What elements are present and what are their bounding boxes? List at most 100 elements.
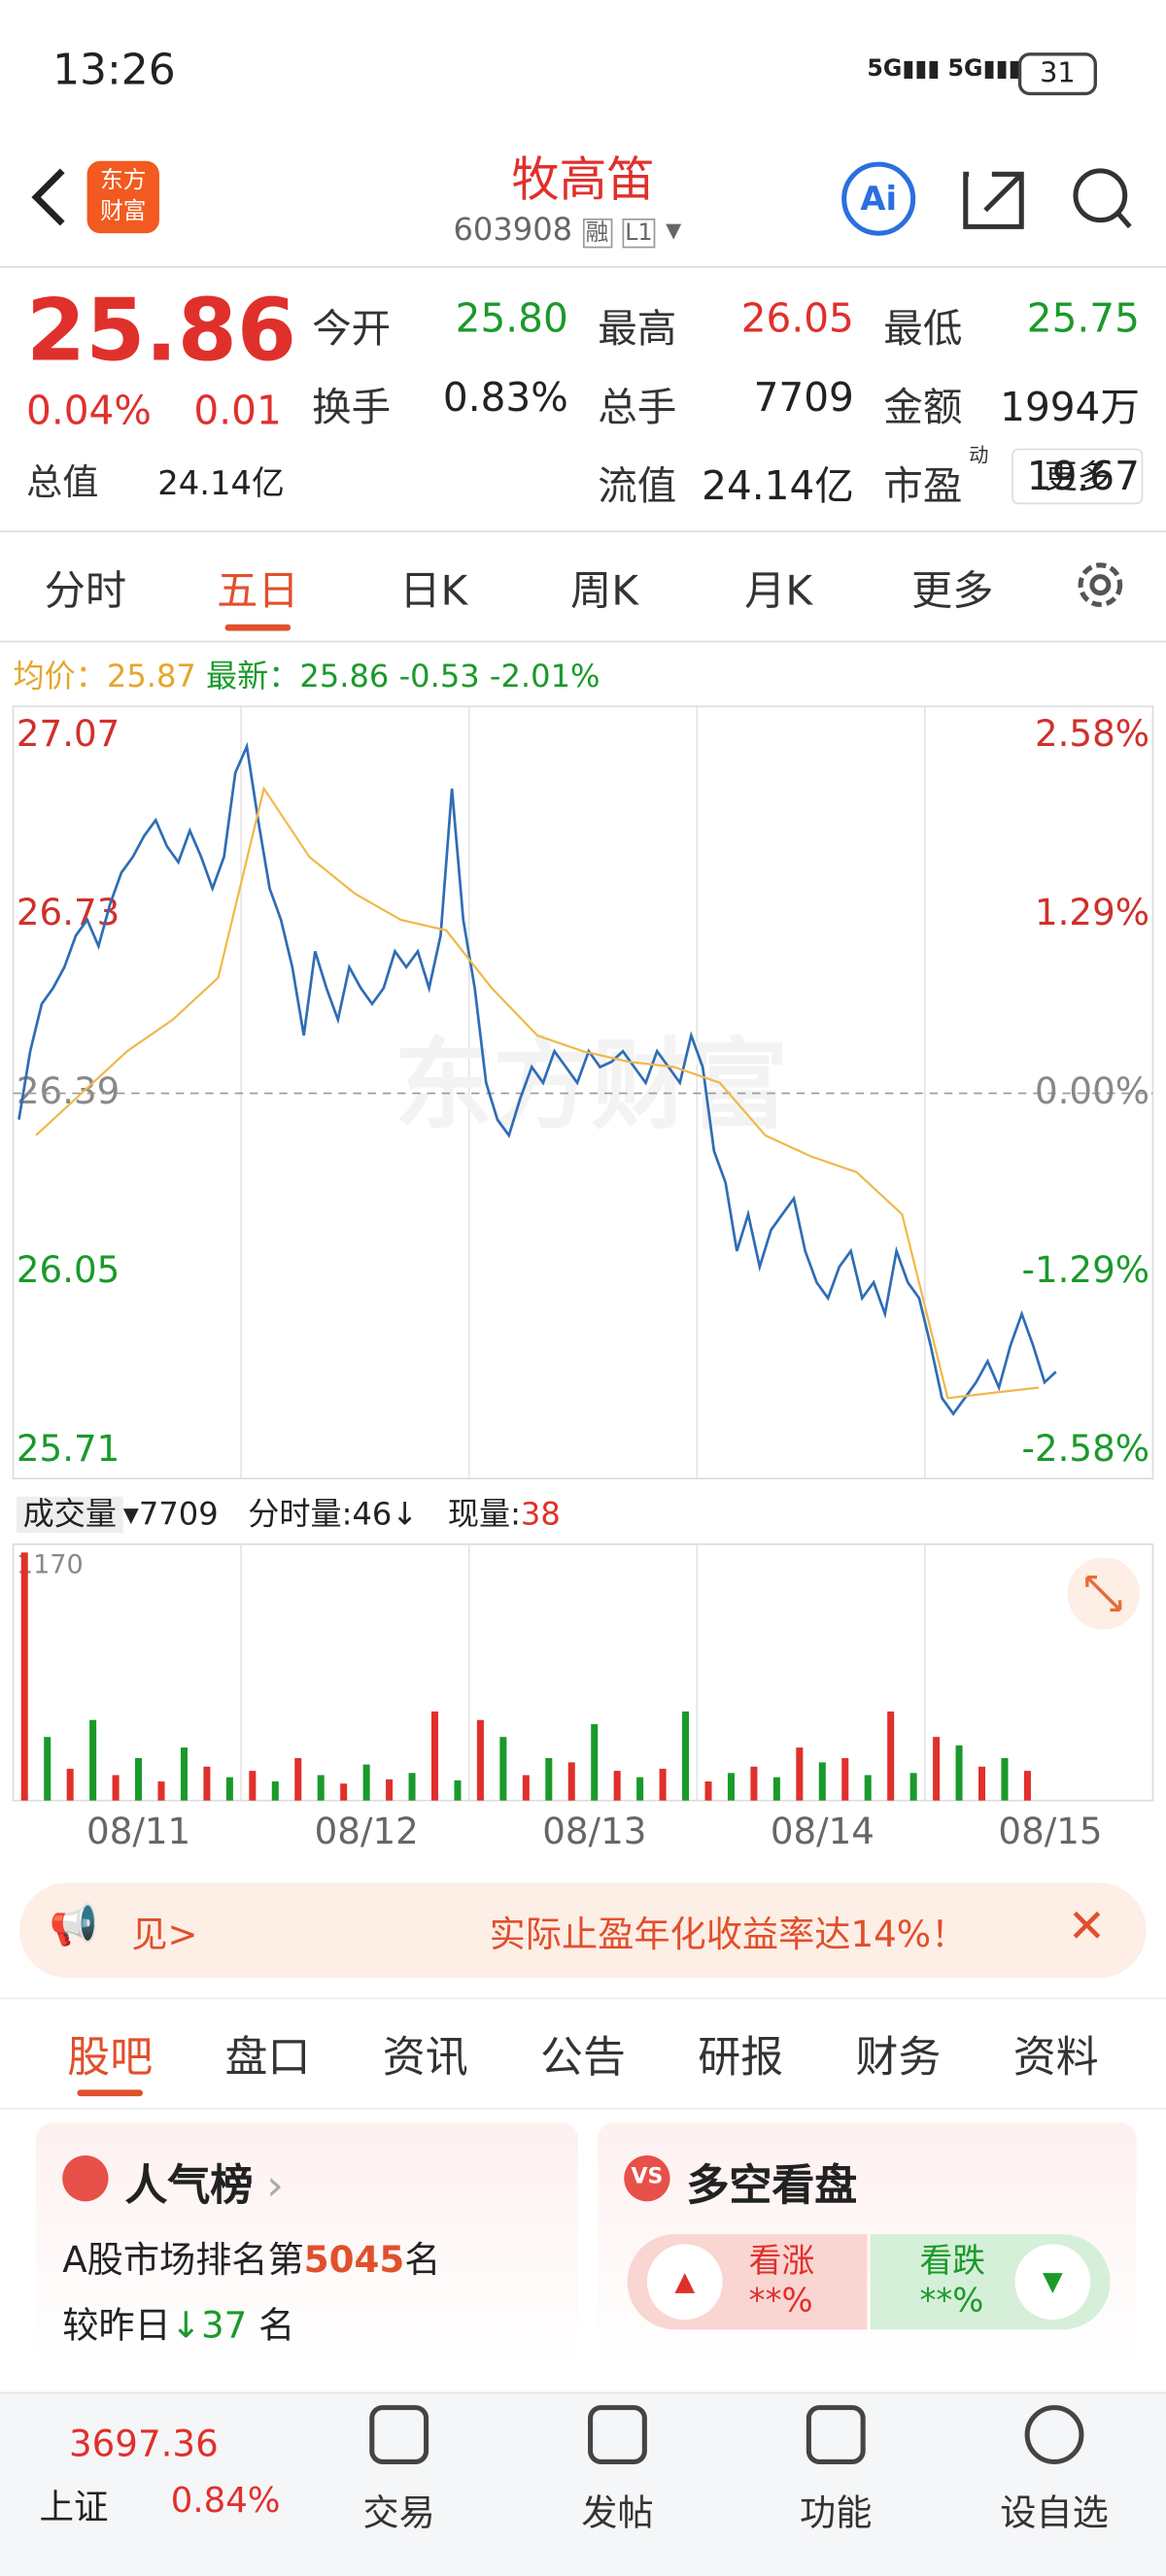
chart-tab[interactable]: 月K (744, 566, 813, 615)
nav-item[interactable]: 发帖 (581, 2493, 654, 2535)
app-logo: 东方 财富 (86, 160, 159, 234)
index-percent: 0.84% (170, 2480, 281, 2521)
field-label: 金额 (883, 384, 963, 431)
header-icons[interactable]: Ai (838, 157, 1133, 240)
field-value: 7709 (753, 374, 854, 421)
change-suffix: 名 (258, 2306, 295, 2348)
volume-bar (750, 1766, 758, 1801)
volume-header: 成交量 ▾7709 分时量:46↓ 现量:38 (16, 1490, 561, 1535)
volume-bar (249, 1771, 257, 1801)
volume-bar (1001, 1758, 1009, 1801)
down-icon: ▼ (1014, 2244, 1091, 2321)
chart-legend: 均价：25.87 最新：25.86 -0.53 -2.01% (14, 652, 600, 696)
volume-bar (317, 1775, 325, 1801)
volume-bar (591, 1724, 599, 1801)
nav-icon (806, 2405, 866, 2464)
volume-bar (271, 1781, 279, 1801)
tab-indicator (224, 624, 292, 631)
volume-bar (476, 1719, 484, 1801)
svg-text:Ai: Ai (860, 180, 897, 218)
volume-bar (499, 1737, 507, 1801)
svg-text:东方财富: 东方财富 (394, 1029, 789, 1143)
chart-tab[interactable]: 五日 (217, 566, 299, 615)
y2-tick-label: 1.29% (1035, 891, 1149, 933)
settings-icon[interactable] (1071, 556, 1130, 615)
popular-title: 人气榜 › (124, 2161, 284, 2212)
field-label: 最高 (598, 305, 677, 352)
tag: L1 (621, 218, 656, 249)
volume-bar (955, 1745, 963, 1801)
volume-bar (682, 1711, 690, 1801)
nav-icon (1024, 2405, 1084, 2464)
divider (0, 640, 1166, 643)
up-value: **% (748, 2280, 813, 2321)
volume-bar (704, 1781, 712, 1801)
more-button[interactable]: 更多 (1012, 448, 1144, 505)
down-label: 看跌 (919, 2240, 986, 2281)
tick-volume: 分时量:46↓ (248, 1496, 419, 1533)
banner[interactable] (19, 1882, 1147, 1979)
bottom-bar (0, 2391, 1166, 2576)
banner-close[interactable]: ✕ (1067, 1899, 1107, 1953)
volume-bar (977, 1766, 986, 1801)
banner-left: 见> (131, 1915, 198, 1957)
last-label: 最新： (206, 659, 300, 695)
stock-code: 603908 融 L1 ▾ (453, 212, 682, 249)
chart-tab[interactable]: 周K (569, 566, 638, 615)
volume-bar (408, 1773, 416, 1801)
volume-bar (636, 1777, 644, 1801)
volume-bar (727, 1773, 735, 1801)
section-tab[interactable]: 盘口 (224, 2033, 311, 2084)
price-line (17, 741, 1057, 1416)
change-value: 37 (200, 2306, 248, 2348)
volume-bar (933, 1737, 941, 1801)
chart-tab[interactable]: 分时 (44, 566, 127, 615)
field-sup: 动 (969, 443, 989, 467)
field-value: 25.80 (455, 295, 568, 342)
volume-bar (796, 1747, 804, 1801)
section-tab[interactable]: 研报 (698, 2033, 784, 2084)
section-tab[interactable]: 公告 (540, 2033, 626, 2084)
up-icon: ▲ (646, 2244, 723, 2321)
volume-bar (841, 1758, 849, 1801)
field-label: 总值 (26, 462, 99, 505)
nav-item[interactable]: 设自选 (1000, 2493, 1109, 2535)
field-label: 换手 (312, 384, 392, 431)
section-tab[interactable]: 资料 (1012, 2033, 1099, 2084)
section-tab[interactable]: 财务 (855, 2033, 942, 2084)
volume-bar (89, 1719, 97, 1801)
index-value[interactable]: 3697.36 (68, 2424, 219, 2466)
y2-tick-label: -2.58% (1022, 1427, 1150, 1470)
volume-bar (909, 1773, 917, 1801)
volume-bar (545, 1758, 553, 1801)
volume-bar (522, 1775, 530, 1801)
volume-bar (180, 1747, 188, 1801)
volume-total: 7709 (138, 1496, 219, 1533)
y-tick-label: 26.05 (17, 1248, 120, 1291)
x-tick-label: 08/13 (542, 1810, 646, 1852)
now-label: 现量: (447, 1496, 521, 1533)
x-tick-label: 08/14 (771, 1810, 874, 1852)
volume-bar (225, 1777, 233, 1801)
chart-tab[interactable]: 日K (399, 566, 468, 615)
nav-icon (369, 2405, 429, 2464)
section-tab[interactable]: 股吧 (67, 2033, 154, 2084)
rank: A股市场排名第5045名 (62, 2231, 440, 2284)
section-tab[interactable]: 资讯 (382, 2033, 468, 2084)
field-label: 今开 (312, 305, 392, 352)
nav-item[interactable]: 功能 (800, 2493, 873, 2535)
code: 603908 (453, 212, 573, 249)
chart-tab[interactable]: 更多 (910, 566, 994, 615)
nav-item[interactable]: 交易 (362, 2493, 435, 2535)
volume-label: 成交量 (16, 1497, 123, 1533)
popular-card[interactable] (36, 2122, 578, 2369)
rank-value: 5045 (303, 2240, 405, 2283)
last: 25.86 (299, 659, 390, 695)
title: 人气榜 (124, 2161, 254, 2212)
back-button[interactable] (23, 164, 73, 230)
down-text: 看跌 **% (919, 2241, 985, 2320)
rank-change: 较昨日↓37 名 (62, 2306, 295, 2348)
percent: 0.04% (26, 388, 152, 434)
volume-bar (818, 1762, 826, 1801)
